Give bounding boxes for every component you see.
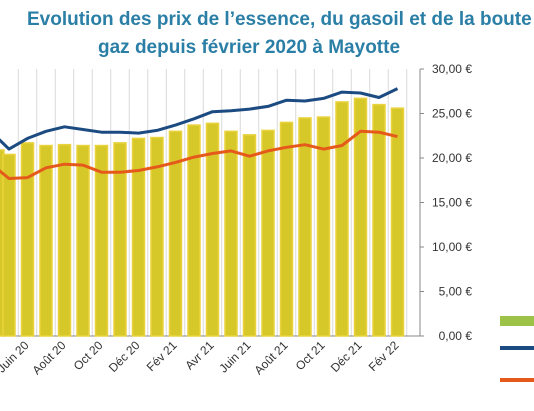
- x-tick-label: Déc 21: [328, 338, 365, 375]
- x-tick-label: Avr 21: [182, 338, 217, 373]
- bar: [242, 134, 257, 337]
- bar: [353, 97, 368, 337]
- bar: [76, 144, 90, 337]
- bar: [224, 130, 238, 337]
- x-tick-label: Juin 21: [216, 338, 253, 375]
- x-tick-label: Juin 20: [0, 338, 32, 375]
- legend-swatch-bars: [500, 316, 534, 326]
- x-tick-label: Oct 21: [293, 338, 328, 373]
- x-tick-label: Fév 22: [366, 338, 402, 374]
- chart-title-line1: Evolution des prix de l’essence, du gaso…: [27, 9, 532, 30]
- chart-title: Evolution des prix de l’essence, du gaso…: [0, 0, 534, 64]
- bar: [2, 153, 16, 337]
- y-tick-label: 15,00 €: [432, 196, 472, 210]
- bar: [150, 136, 164, 337]
- bar: [372, 103, 386, 337]
- x-tick-label: Août 20: [29, 338, 68, 377]
- y-tick-label: 10,00 €: [432, 240, 472, 254]
- bar: [131, 137, 146, 337]
- x-tick-label: Fév 21: [144, 338, 180, 374]
- legend-swatch-blue: [500, 346, 534, 350]
- bar: [261, 129, 275, 337]
- bar: [335, 101, 349, 337]
- bar: [39, 144, 53, 337]
- bar: [205, 122, 220, 337]
- y-tick-label: 0,00 €: [439, 329, 473, 343]
- bar: [298, 117, 312, 337]
- series-line-red: [0, 129, 398, 180]
- y-tick-label: 5,00 €: [439, 285, 473, 299]
- chart-title-line2: gaz depuis février 2020 à Mayotte: [98, 37, 401, 58]
- y-tick-label: 30,00 €: [432, 62, 472, 76]
- bar: [316, 116, 331, 337]
- y-tick-label: 25,00 €: [432, 107, 472, 121]
- x-tick-label: Déc 20: [106, 338, 143, 375]
- bar: [113, 142, 127, 337]
- legend-swatch-red: [500, 378, 534, 382]
- bar: [390, 107, 405, 337]
- bar: [168, 130, 183, 337]
- bar: [94, 144, 109, 337]
- x-tick-label: Août 21: [251, 338, 290, 377]
- bar: [187, 124, 201, 337]
- bar: [279, 121, 294, 337]
- y-tick-label: 20,00 €: [432, 151, 472, 165]
- x-tick-label: Oct 20: [71, 338, 106, 373]
- series-line-blue: [0, 87, 399, 151]
- bar: [57, 143, 72, 337]
- bar: [20, 142, 35, 337]
